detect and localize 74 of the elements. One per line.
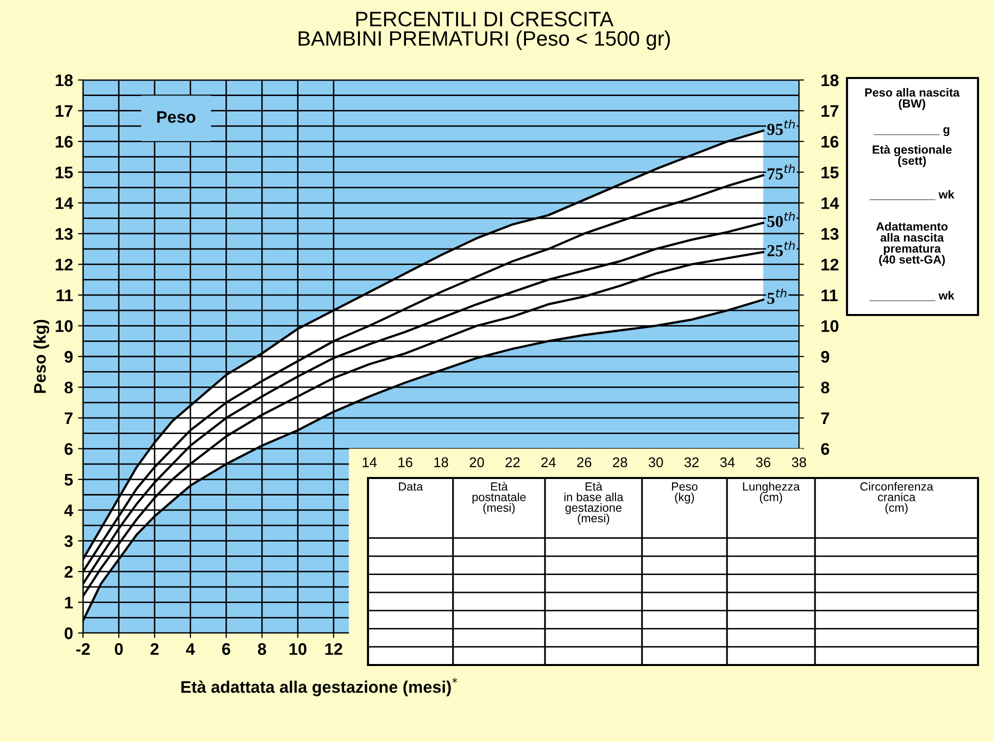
series-label: 95$^{th}$ <box>767 120 795 135</box>
text: Peso alla nascita (BW) <box>865 88 960 110</box>
y-tick-label: 12 <box>56 258 73 270</box>
x2-tick-label: 14 <box>362 458 377 468</box>
y-tick-label: 7 <box>64 412 73 424</box>
annotation: Lunghezza (cm) <box>743 482 800 504</box>
y2-tick-label: 18 <box>822 74 839 86</box>
y2-tick-label: 9 <box>821 350 830 363</box>
y-tick-label: 10 <box>56 320 73 332</box>
x-tick-label: 2 <box>150 643 159 655</box>
x-tick-label: 8 <box>258 643 266 655</box>
y-tick-label: 8 <box>64 382 73 394</box>
y-tick-label: 6 <box>64 443 73 455</box>
y-tick-label: 4 <box>64 504 74 516</box>
y-axis-title: Peso (kg) <box>34 320 50 393</box>
x2-tick-label: 26 <box>577 457 592 468</box>
y-tick-label: 11 <box>56 290 73 302</box>
y2-tick-label: 8 <box>821 382 830 394</box>
x-tick-label: 0 <box>114 643 123 655</box>
x-tick-label: 10 <box>290 643 306 655</box>
annotation: Data <box>399 482 423 491</box>
series-label: 5$^{th}$ <box>767 288 786 304</box>
y-tick-label: 14 <box>56 197 74 209</box>
y2-tick-label: 10 <box>822 320 838 332</box>
y2-tick-label: 13 <box>822 228 838 240</box>
text: Circonferenza cranica (cm) <box>860 482 934 514</box>
x2-tick-label: 28 <box>612 457 628 468</box>
x-tick-label: -2 <box>76 643 90 655</box>
x2-tick-label: 36 <box>756 457 770 468</box>
series-label: 75$^{th}$ <box>768 164 795 180</box>
y2-tick-label: 17 <box>822 105 838 117</box>
y-tick-label: 17 <box>56 105 73 117</box>
y-tick-label: 15 <box>56 166 73 178</box>
x2-tick-label: 18 <box>434 457 448 468</box>
y2-tick-label: 6 <box>821 443 830 455</box>
x-tick-label: 6 <box>222 643 230 655</box>
annotation: Peso <box>157 111 196 123</box>
x2-tick-label: 24 <box>541 457 556 468</box>
y2-tick-label: 14 <box>822 197 839 209</box>
y2-tick-label: 11 <box>822 290 838 302</box>
y2-tick-label: 16 <box>822 136 838 148</box>
annotation: Peso (kg) <box>672 482 698 504</box>
text: Età gestionale (sett) <box>872 145 952 168</box>
text: __________ wk <box>870 291 954 301</box>
series-label: 25$^{th}$ <box>767 240 795 256</box>
annotation: Età postnatale (mesi) <box>472 482 526 514</box>
y-tick-label: 13 <box>56 228 73 240</box>
y-tick-label: 0 <box>64 627 73 640</box>
y-tick-label: 2 <box>64 566 73 578</box>
x-tick-label: 4 <box>186 643 195 655</box>
x2-tick-label: 34 <box>720 457 735 468</box>
chart-title: PERCENTILI DI CRESCITA BAMBINI PREMATURI (Peso < 1500 gr) <box>298 12 670 50</box>
y2-tick-label: 15 <box>822 166 839 178</box>
y-tick-label: 9 <box>64 350 73 363</box>
y2-tick-label: 12 <box>822 258 838 270</box>
series-label: 50$^{th}$ <box>767 212 795 228</box>
text: __________ g <box>874 127 950 136</box>
x2-tick-label: 20 <box>470 457 484 468</box>
x2-tick-label: 30 <box>648 457 663 468</box>
x-axis-title: Età adattata alla gestazione (mesi)$^{*}$ <box>181 678 458 696</box>
y-tick-label: 18 <box>56 74 73 86</box>
x2-tick-label: 22 <box>506 457 520 468</box>
y2-tick-label: 7 <box>821 412 830 424</box>
y-tick-label: 16 <box>56 136 73 148</box>
x2-tick-label: 16 <box>398 457 412 468</box>
text: Adattamento alla nascita prematura (40 sett-GA) <box>876 222 948 266</box>
text: __________ wk <box>870 190 954 200</box>
annotation: Età in base alla gestazione (mesi) <box>564 482 624 525</box>
x2-tick-label: 32 <box>684 457 699 468</box>
y-tick-label: 3 <box>64 535 73 548</box>
y-tick-label: 1 <box>65 596 73 608</box>
x-tick-label: 12 <box>325 643 342 655</box>
y-tick-label: 5 <box>64 474 73 486</box>
x2-tick-label: 38 <box>792 457 806 468</box>
